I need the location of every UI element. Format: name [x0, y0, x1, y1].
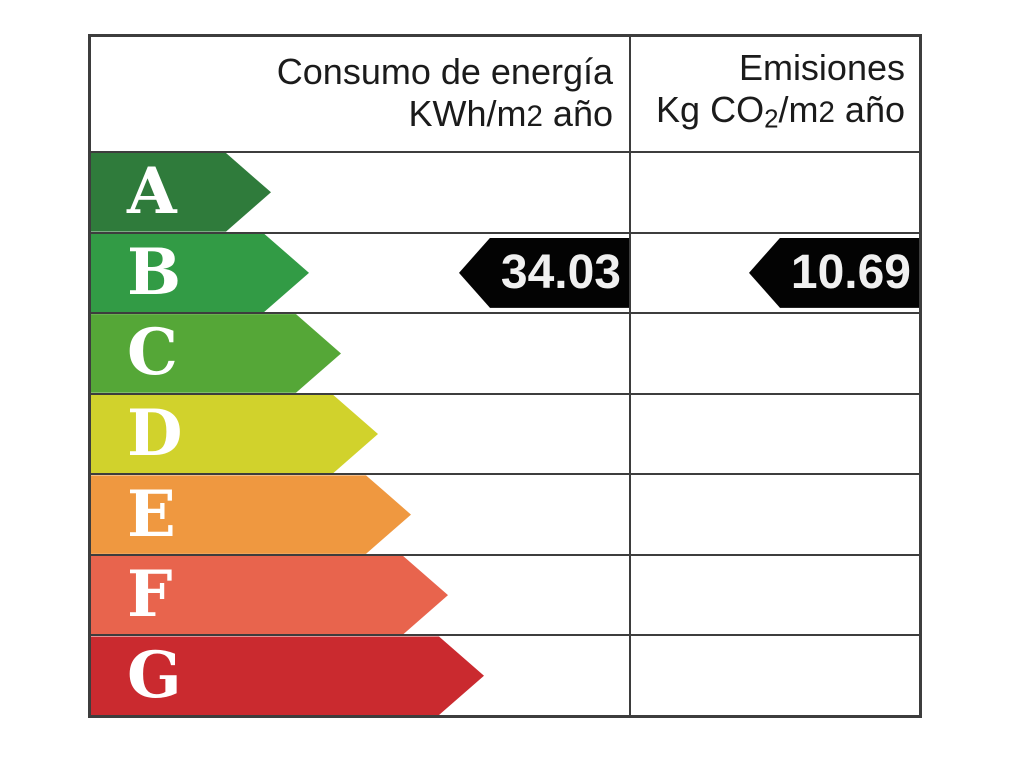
consumption-cell-b: B 34.03: [91, 233, 631, 313]
m2-digit: 2: [818, 96, 835, 130]
emissions-cell-e: [631, 475, 919, 554]
emissions-indicator-arrow: 10.69: [749, 237, 919, 308]
rating-row-e: E: [91, 473, 919, 554]
m2-digit: 2: [526, 99, 543, 133]
consumption-cell-a: A: [91, 153, 631, 232]
emissions-cell-a: [631, 153, 919, 232]
emissions-cell-b: 10.69: [631, 234, 919, 313]
consumption-value: 34.03: [500, 245, 621, 299]
rating-letter-c: C: [127, 315, 178, 391]
emissions-cell-c: [631, 314, 919, 393]
rating-arrow-f: F: [91, 556, 448, 635]
rating-letter-d: D: [127, 396, 183, 472]
rating-letter-a: A: [127, 154, 177, 230]
rating-row-d: D: [91, 392, 919, 474]
rating-letter-e: E: [127, 476, 176, 552]
rating-row-f: F: [91, 553, 919, 635]
emissions-cell-g: [631, 636, 919, 715]
emissions-value: 10.69: [790, 245, 911, 299]
consumption-column-header: Consumo de energía KWh/m2 año: [91, 37, 631, 151]
consumption-cell-g: G: [91, 636, 631, 716]
rating-arrow-e: E: [91, 475, 411, 554]
emissions-cell-d: [631, 395, 919, 474]
consumption-indicator-arrow: 34.03: [459, 237, 629, 308]
rating-row-b: B 34.03 10.69: [91, 231, 919, 313]
consumption-cell-e: E: [91, 475, 631, 554]
rating-letter-b: B: [127, 234, 182, 310]
rating-table: Consumo de energía KWh/m2 año Emisiones …: [88, 34, 922, 718]
emissions-column-header: Emisiones Kg CO2/m2 año: [631, 37, 919, 151]
co2-subscript: 2: [764, 105, 779, 134]
emissions-header-line2: Kg CO2/m2 año: [656, 89, 905, 134]
consumption-cell-c: C: [91, 314, 631, 393]
emissions-cell-f: [631, 556, 919, 635]
consumption-cell-f: F: [91, 555, 631, 635]
emissions-header-line1: Emisiones: [738, 47, 905, 89]
rating-arrow-c: C: [91, 314, 341, 393]
rating-row-g: G: [91, 634, 919, 716]
rating-letter-f: F: [127, 557, 173, 633]
rating-arrow-d: D: [91, 395, 378, 474]
rating-arrow-a: A: [91, 153, 271, 232]
rating-arrow-g: G: [91, 636, 484, 715]
rating-row-c: C: [91, 312, 919, 393]
consumption-cell-d: D: [91, 394, 631, 474]
rating-arrow-b: B: [91, 234, 309, 313]
rating-letter-g: G: [127, 637, 182, 713]
consumption-header-line2: KWh/m2 año: [408, 92, 613, 134]
rating-row-a: A: [91, 151, 919, 232]
table-header-row: Consumo de energía KWh/m2 año Emisiones …: [91, 37, 919, 151]
consumption-header-line1: Consumo de energía: [276, 50, 613, 92]
